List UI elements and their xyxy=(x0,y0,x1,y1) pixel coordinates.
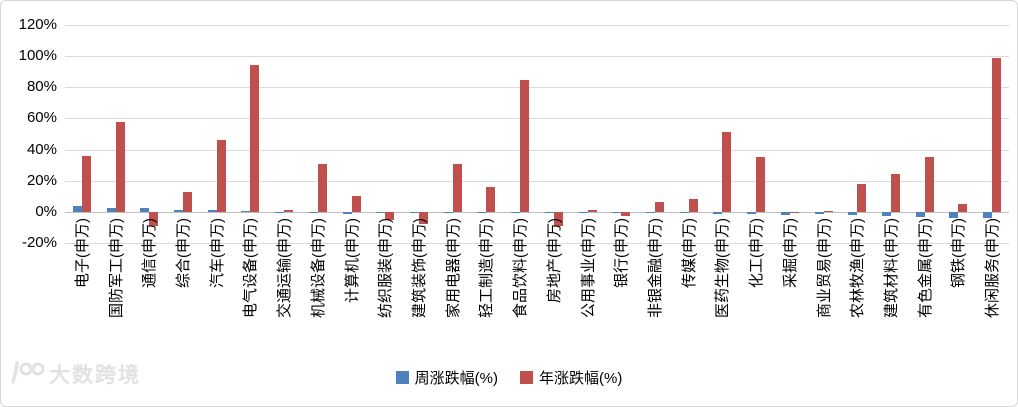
bar-yearly xyxy=(756,157,766,212)
bar-yearly xyxy=(891,174,900,212)
bar-yearly xyxy=(520,79,530,212)
bar-weekly xyxy=(342,211,352,215)
bar-weekly xyxy=(646,211,655,214)
chart-legend: 周涨跌幅(%) 年涨跌幅(%) xyxy=(1,364,1017,390)
bar-yearly xyxy=(857,183,867,212)
bar-yearly xyxy=(149,211,159,226)
bar-weekly xyxy=(578,211,588,213)
gridline xyxy=(65,118,1009,120)
gridline xyxy=(65,25,1009,26)
bar-yearly xyxy=(958,204,968,212)
bar-weekly xyxy=(544,211,554,214)
gridline xyxy=(65,149,1009,151)
bar-yearly xyxy=(317,163,327,212)
y-tick-label: -20% xyxy=(21,234,57,251)
bar-yearly xyxy=(452,163,462,212)
bar-yearly xyxy=(216,140,226,212)
gridline xyxy=(65,56,1009,58)
bar-yearly xyxy=(621,211,631,216)
gridline xyxy=(65,243,1009,244)
bar-yearly xyxy=(587,209,597,212)
bar-weekly xyxy=(410,211,419,214)
watermark-logo-icon xyxy=(11,361,45,384)
bar-weekly xyxy=(983,211,993,219)
bar-weekly xyxy=(612,211,622,213)
bar-yearly xyxy=(553,211,563,226)
bar-weekly xyxy=(140,207,150,212)
bar-yearly xyxy=(81,155,91,212)
y-tick-label: 20% xyxy=(26,171,57,189)
bar-weekly xyxy=(511,211,521,214)
bar-weekly xyxy=(174,209,183,212)
watermark-text: 大数跨境 xyxy=(49,364,141,387)
bar-weekly xyxy=(780,211,790,215)
bar-weekly xyxy=(477,211,487,214)
bar-weekly xyxy=(679,211,689,214)
plot-area xyxy=(65,25,1009,244)
bar-weekly xyxy=(443,211,453,214)
watermark: 大数跨境 xyxy=(9,359,141,389)
y-tick-label: 0% xyxy=(35,202,57,220)
bar-yearly xyxy=(924,157,934,212)
bar-yearly xyxy=(284,210,294,212)
bar-yearly xyxy=(688,199,698,212)
bar-weekly xyxy=(915,211,925,217)
bar-weekly xyxy=(949,211,959,219)
bar-weekly xyxy=(713,211,723,215)
gridline xyxy=(65,87,1009,89)
y-tick-label: 100% xyxy=(18,47,57,65)
zero-gridline xyxy=(65,211,1009,213)
bar-yearly xyxy=(351,196,361,212)
bar-weekly xyxy=(275,211,285,213)
bar-yearly xyxy=(183,191,192,212)
bar-yearly xyxy=(419,211,428,225)
bar-weekly xyxy=(72,206,82,212)
y-tick-label: 40% xyxy=(26,140,57,158)
bar-yearly xyxy=(992,57,1002,212)
legend-item-weekly: 周涨跌幅(%) xyxy=(395,367,498,388)
legend-label: 年涨跌幅(%) xyxy=(539,369,623,387)
bar-yearly xyxy=(486,186,496,212)
bar-weekly xyxy=(882,211,891,216)
y-tick-label: 120% xyxy=(18,16,57,33)
bar-weekly xyxy=(814,211,824,215)
bar-weekly xyxy=(848,211,858,215)
legend-item-yearly: 年涨跌幅(%) xyxy=(520,367,622,388)
bar-yearly xyxy=(250,65,260,212)
bar-weekly xyxy=(106,207,116,212)
bar-yearly xyxy=(385,211,395,221)
y-tick-label: 60% xyxy=(26,109,57,127)
bar-weekly xyxy=(376,211,386,214)
bar-yearly xyxy=(115,121,125,212)
bar-weekly xyxy=(207,210,217,212)
y-tick-label: 80% xyxy=(26,78,57,96)
legend-swatch-weekly-icon xyxy=(395,370,409,384)
bar-yearly xyxy=(823,211,833,213)
bar-yearly xyxy=(789,211,799,214)
legend-label: 周涨跌幅(%) xyxy=(414,369,498,387)
bar-weekly xyxy=(241,211,251,213)
legend-swatch-yearly-icon xyxy=(520,370,533,384)
bar-weekly xyxy=(308,211,318,213)
bar-weekly xyxy=(747,211,757,215)
bar-yearly xyxy=(655,201,664,212)
gridline xyxy=(65,180,1009,182)
bar-yearly xyxy=(722,132,732,212)
